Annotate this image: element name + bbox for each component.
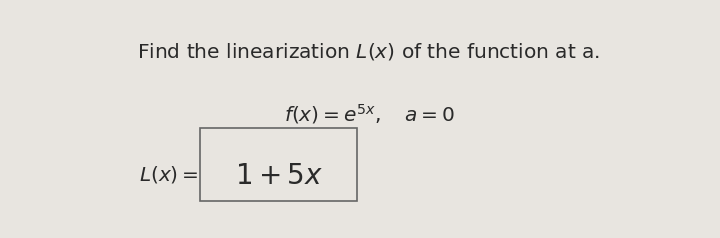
Text: $L(x) = $: $L(x) = $ bbox=[139, 164, 199, 185]
FancyBboxPatch shape bbox=[200, 128, 356, 201]
Text: $1 + 5x$: $1 + 5x$ bbox=[235, 162, 323, 190]
Text: $f(x) = e^{5x},\quad a = 0$: $f(x) = e^{5x},\quad a = 0$ bbox=[284, 102, 454, 126]
Text: Find the linearization $L(x)$ of the function at a.: Find the linearization $L(x)$ of the fun… bbox=[138, 41, 600, 62]
